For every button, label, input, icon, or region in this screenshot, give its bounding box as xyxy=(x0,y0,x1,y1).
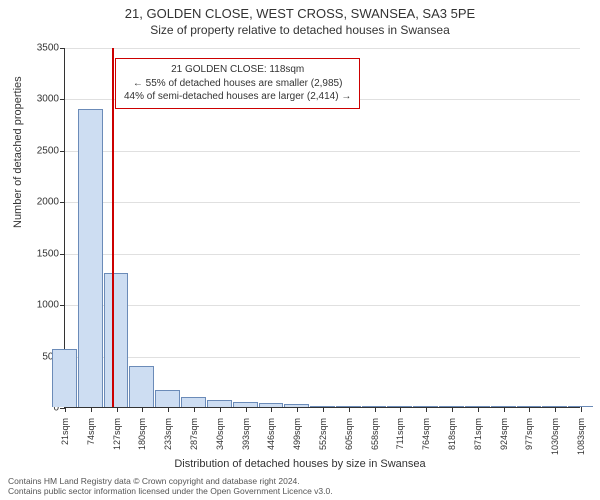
ytick-label: 3000 xyxy=(37,94,65,105)
xtick-label: 1083sqm xyxy=(576,412,586,455)
page-title: 21, GOLDEN CLOSE, WEST CROSS, SWANSEA, S… xyxy=(0,0,600,21)
xtick-label: 340sqm xyxy=(215,412,225,450)
xtick-label: 871sqm xyxy=(473,412,483,450)
gridline-h xyxy=(65,254,580,255)
histogram-bar xyxy=(78,109,103,407)
callout-line-1: ← 55% of detached houses are smaller (2,… xyxy=(124,77,351,91)
xtick-label: 180sqm xyxy=(137,412,147,450)
callout-line-0: 21 GOLDEN CLOSE: 118sqm xyxy=(124,63,351,77)
xtick-label: 74sqm xyxy=(86,412,96,445)
xtick-label: 127sqm xyxy=(112,412,122,450)
xtick-label: 393sqm xyxy=(241,412,251,450)
chart-area: 050010001500200025003000350021sqm74sqm12… xyxy=(64,48,580,408)
ytick-label: 3500 xyxy=(37,43,65,54)
gridline-h xyxy=(65,151,580,152)
gridline-h xyxy=(65,357,580,358)
xtick-label: 924sqm xyxy=(499,412,509,450)
ytick-label: 2500 xyxy=(37,145,65,156)
callout-box: 21 GOLDEN CLOSE: 118sqm← 55% of detached… xyxy=(115,58,360,109)
xtick-label: 818sqm xyxy=(447,412,457,450)
histogram-bar xyxy=(155,390,180,407)
xtick-label: 658sqm xyxy=(370,412,380,450)
xtick-label: 711sqm xyxy=(395,412,405,449)
page-subtitle: Size of property relative to detached ho… xyxy=(0,21,600,37)
xtick-label: 764sqm xyxy=(421,412,431,450)
gridline-h xyxy=(65,202,580,203)
y-axis-label: Number of detached properties xyxy=(12,76,24,228)
gridline-h xyxy=(65,305,580,306)
xtick-label: 287sqm xyxy=(189,412,199,450)
footer-line-2: Contains public sector information licen… xyxy=(8,486,333,496)
ytick-label: 1000 xyxy=(37,300,65,311)
xtick-label: 499sqm xyxy=(292,412,302,450)
ytick-label: 1500 xyxy=(37,248,65,259)
xtick-label: 446sqm xyxy=(266,412,276,450)
gridline-h xyxy=(65,48,580,49)
property-marker-line xyxy=(112,48,114,407)
xtick-label: 605sqm xyxy=(344,412,354,450)
xtick-label: 552sqm xyxy=(318,412,328,450)
plot-region: 050010001500200025003000350021sqm74sqm12… xyxy=(64,48,580,408)
histogram-bar xyxy=(129,366,154,407)
callout-line-2: 44% of semi-detached houses are larger (… xyxy=(124,90,351,104)
histogram-bar xyxy=(104,273,129,407)
footer-attribution: Contains HM Land Registry data © Crown c… xyxy=(8,476,333,496)
xtick-label: 21sqm xyxy=(60,412,70,445)
xtick-label: 233sqm xyxy=(163,412,173,450)
histogram-bar xyxy=(207,400,232,407)
xtick-label: 977sqm xyxy=(524,412,534,450)
x-axis-label: Distribution of detached houses by size … xyxy=(0,458,600,470)
ytick-label: 2000 xyxy=(37,197,65,208)
xtick-label: 1030sqm xyxy=(550,412,560,455)
histogram-bar xyxy=(181,397,206,407)
histogram-bar xyxy=(52,349,77,407)
footer-line-1: Contains HM Land Registry data © Crown c… xyxy=(8,476,333,486)
